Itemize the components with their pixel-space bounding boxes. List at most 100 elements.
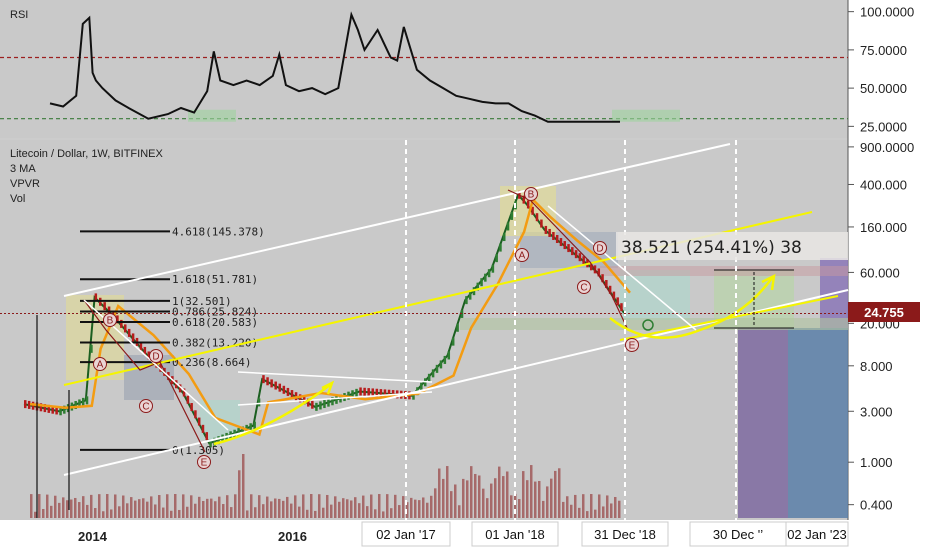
- price-candle: [571, 247, 574, 256]
- price-candle: [194, 410, 197, 419]
- volume-bar: [574, 494, 577, 518]
- volume-bar: [266, 496, 269, 518]
- price-candle: [323, 400, 326, 409]
- volume-bar: [90, 494, 93, 518]
- horizontal-resistance-band: [600, 266, 848, 276]
- price-candle: [420, 382, 423, 391]
- volume-bar: [518, 499, 521, 518]
- volume-bar: [134, 500, 137, 518]
- volume-bar: [526, 480, 529, 518]
- volume-bar: [334, 496, 337, 518]
- x-label-dec-future: 30 Dec '’: [713, 527, 763, 542]
- price-candle: [620, 303, 623, 312]
- price-candle: [608, 285, 612, 294]
- volume-bar: [214, 501, 217, 518]
- volume-bar: [586, 511, 589, 518]
- price-candle: [43, 404, 47, 413]
- price-candle: [90, 344, 93, 353]
- volume-bar: [222, 504, 225, 518]
- price-tick-label: 160.000: [860, 220, 907, 235]
- volume-bar: [102, 511, 105, 518]
- wave-label: A: [97, 360, 104, 371]
- volume-bar: [398, 505, 401, 518]
- volume-bar: [602, 506, 605, 518]
- price-candle: [307, 398, 310, 407]
- volume-bar: [126, 503, 129, 518]
- measure-callout: 38.521 (254.41%) 38: [621, 238, 802, 258]
- volume-bar: [614, 496, 617, 518]
- indicator-vol[interactable]: Vol: [10, 193, 25, 205]
- price-candle: [327, 398, 330, 407]
- price-candle: [540, 219, 543, 228]
- price-axis-background: [848, 0, 932, 550]
- x-label-jan17: 02 Jan '17: [376, 527, 436, 542]
- wave-label-circle: [515, 248, 529, 262]
- price-candle: [274, 381, 277, 390]
- price-candle: [51, 405, 54, 414]
- price-candle: [94, 293, 98, 302]
- price-candle: [582, 256, 585, 265]
- volume-bar: [186, 506, 189, 518]
- price-candle: [616, 297, 619, 306]
- volume-bar: [402, 496, 405, 518]
- volume-bar: [354, 497, 357, 518]
- volume-bar: [346, 499, 349, 518]
- wave-label: D: [152, 352, 159, 363]
- volume-bar: [182, 494, 185, 518]
- price-candle: [47, 404, 51, 413]
- volume-bar: [146, 501, 149, 518]
- price-candle: [351, 390, 354, 399]
- volume-bar: [294, 495, 297, 518]
- wave-label-circle: [625, 338, 639, 352]
- horizontal-support-band: [460, 318, 848, 330]
- volume-bar: [578, 507, 581, 518]
- date-box-2017: [361, 521, 451, 547]
- price-candle: [103, 302, 106, 311]
- price-candle: [253, 421, 256, 430]
- price-tick-label: 60.000: [860, 265, 900, 280]
- price-candle: [597, 268, 601, 277]
- price-candle: [124, 324, 127, 333]
- volume-bar: [162, 507, 165, 518]
- price-candle: [435, 364, 439, 373]
- price-candle: [205, 432, 209, 441]
- indicator-ma[interactable]: 3 MA: [10, 163, 36, 175]
- volume-bar: [494, 478, 497, 518]
- volume-bar: [318, 494, 321, 518]
- volume-bar: [250, 494, 253, 518]
- volume-bar: [482, 488, 485, 518]
- rsi-panel-background: [0, 0, 848, 138]
- price-candle: [412, 391, 415, 400]
- wave-label-circle: [524, 187, 538, 201]
- symbol-title[interactable]: Litecoin / Dollar, 1W, BITFINEX: [10, 148, 163, 160]
- price-candle: [526, 200, 530, 209]
- price-candle: [335, 395, 338, 404]
- volume-bar: [310, 494, 313, 518]
- wave-label-circle: [577, 280, 591, 294]
- price-candle: [567, 244, 570, 253]
- price-candle: [495, 254, 498, 263]
- volume-bar: [430, 495, 433, 518]
- price-candle: [262, 375, 265, 384]
- volume-bar: [366, 506, 369, 518]
- price-candle: [574, 250, 578, 259]
- rsi-title: RSI: [10, 9, 28, 21]
- price-candle: [612, 291, 616, 300]
- volume-bar: [378, 494, 381, 518]
- price-candle: [605, 280, 608, 289]
- volume-bar: [74, 497, 77, 518]
- wave-label: C: [580, 283, 587, 294]
- fib-level-label: 0(1.305): [172, 444, 225, 457]
- price-candle: [201, 424, 205, 433]
- wave-label: D: [596, 244, 603, 255]
- rsi-tick-label: 75.0000: [860, 43, 907, 58]
- price-candle: [371, 388, 375, 397]
- volume-bar: [58, 502, 61, 518]
- volume-bar: [254, 507, 257, 518]
- price-candle: [499, 243, 502, 252]
- indicator-vpvr[interactable]: VPVR: [10, 178, 40, 190]
- volume-bar: [386, 494, 389, 518]
- fib-level-label: 0.236(8.664): [172, 356, 251, 369]
- x-label-jan18: 01 Jan '18: [485, 527, 545, 542]
- wave-label: B: [528, 190, 535, 201]
